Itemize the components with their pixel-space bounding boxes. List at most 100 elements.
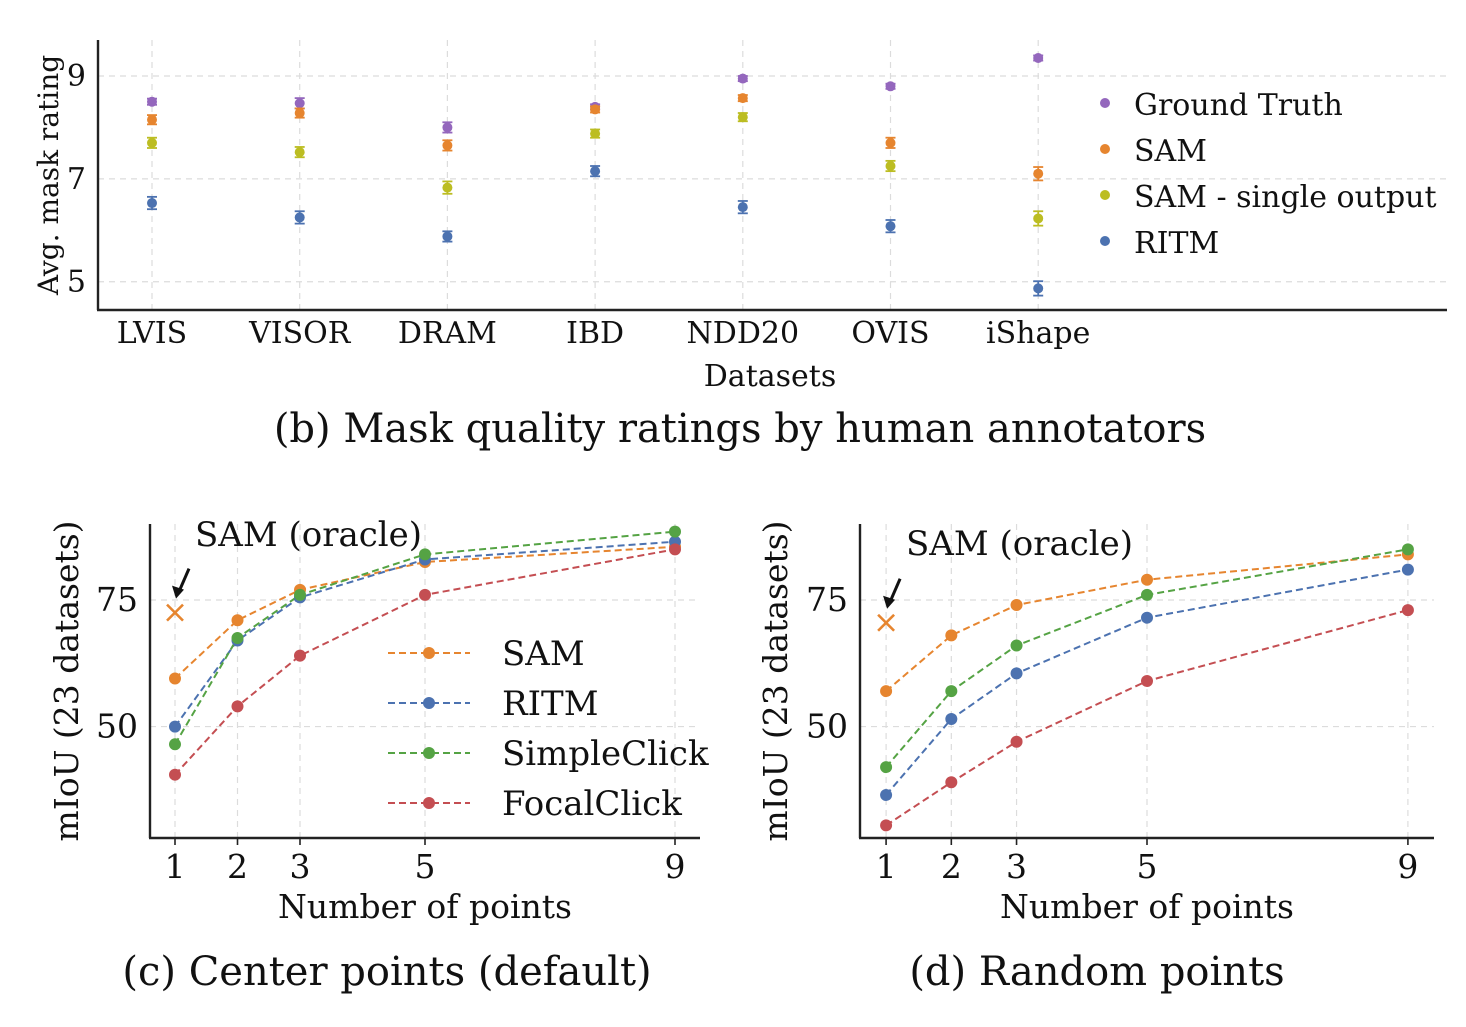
marker [1033,168,1044,179]
arrow-shaft [177,568,191,593]
d-point-ritm-3 [1010,667,1023,680]
c-point-focalclick-5 [419,588,431,601]
d-point-ritm-1 [880,788,893,801]
legend-marker [423,747,435,759]
legend-label: SAM [1134,134,1207,169]
d-annotation-arrow [883,578,902,609]
d-x-label: Number of points [1000,887,1294,926]
c-legend: SAM RITM SimpleClick FocalClick [388,634,709,824]
b-point-sam-single-output-ovis [885,159,896,173]
b-point-ground-truth-ndd20 [737,73,748,84]
b-gridlines [98,40,1447,310]
legend-marker [1100,144,1110,154]
d-point-simpleclick-9 [1401,543,1414,556]
b-point-ritm-ovis [885,219,896,234]
legend-marker [423,797,435,809]
d-point-sam-2 [945,629,958,642]
c-annotation-arrow [172,568,191,599]
marker [590,166,601,177]
d-tick-labels: 50 75 1 2 3 5 9 [806,580,1418,886]
marker [1033,283,1044,294]
c-point-simpleclick-3 [294,588,306,601]
c-tick-labels: 50 75 1 2 3 5 9 [96,580,686,886]
d-point-simpleclick-3 [1010,639,1023,652]
d-x-tick-label: 9 [1397,847,1418,886]
marker [147,114,157,125]
d-x-tick-label: 1 [876,847,897,886]
marker [737,202,748,213]
b-point-sam-single-output-lvis [147,136,157,149]
d-point-focalclick-2 [945,776,958,789]
b-point-sam-single-output-ndd20 [737,112,748,123]
d-y-tick-label: 75 [806,580,848,619]
marker [737,112,748,123]
b-point-ritm-ibd [590,165,601,178]
b-point-ground-truth-dram [442,121,453,134]
c-x-tick-label: 2 [227,847,248,886]
marker [737,73,748,84]
legend-label: SAM - single output [1134,180,1437,215]
marker [147,96,157,107]
marker [147,137,157,148]
marker [737,93,748,104]
d-points [877,543,1414,832]
b-point-sam-single-output-ibd [590,128,601,139]
c-point-simpleclick-5 [419,548,431,561]
legend-label: FocalClick [502,784,682,824]
c-legend-item-sam: SAM [388,634,585,674]
d-point-ritm-2 [945,712,958,725]
arrow-head [172,585,184,599]
b-point-ritm-ishape [1033,280,1044,297]
d-point-simpleclick-2 [945,685,958,698]
b-y-tick-label: 7 [67,162,86,197]
d-point-focalclick-3 [1010,735,1023,748]
d-y-tick-label: 50 [806,707,848,746]
b-point-sam-ibd [590,104,601,115]
marker [885,221,896,232]
b-point-sam-ndd20 [737,93,748,104]
b-legend-item-ground-truth: Ground Truth [1100,88,1343,123]
b-y-tick-label: 9 [67,59,86,94]
d-point-ritm-9 [1401,563,1414,576]
c-annotation-label: SAM (oracle) [195,515,422,555]
legend-label: SAM [502,634,585,674]
c-x-label: Number of points [278,887,572,926]
b-x-tick-label: LVIS [117,316,187,351]
marker [294,147,305,158]
b-x-tick-label: OVIS [851,316,929,351]
marker [590,128,601,139]
arrow-head [883,595,896,609]
c-point-ritm-1 [169,720,181,733]
marker [294,212,305,223]
d-y-label: mIoU (23 datasets) [756,520,795,841]
d-point-sam-3 [1010,599,1023,612]
legend-marker [423,647,435,659]
marker [294,98,305,109]
b-point-ritm-visor [294,210,305,225]
b-point-sam-ishape [1033,166,1044,182]
b-tick-labels: 5 7 9 LVIS VISOR DRAM IBD NDD20 OVIS iShape [67,59,1090,351]
legend-label: SimpleClick [502,734,709,774]
chart-d: 50 75 1 2 3 5 9 mIoU (23 datasets) Number of p… [756,520,1434,995]
c-x-tick-label: 9 [665,847,686,886]
d-caption: (d) Random points [909,949,1284,995]
c-y-tick-label: 75 [96,580,138,619]
c-x-tick-label: 1 [165,847,186,886]
b-point-ritm-dram [442,230,453,243]
d-point-simpleclick-5 [1141,588,1153,601]
b-point-sam-dram [442,139,453,152]
marker [147,198,157,209]
c-point-focalclick-3 [294,649,306,662]
marker [442,122,453,133]
legend-marker [423,697,435,709]
d-point-sam-5 [1141,573,1153,586]
c-point-focalclick-9 [669,543,681,556]
legend-label: RITM [1134,226,1219,261]
c-caption: (c) Center points (default) [122,949,651,995]
legend-label: RITM [502,684,599,724]
c-y-tick-label: 50 [96,707,138,746]
b-legend-item-sam-single-output: SAM - single output [1100,180,1437,215]
c-legend-item-ritm: RITM [388,684,599,724]
b-y-label: Avg. mask rating [32,55,65,296]
d-oracle-marker [877,613,896,632]
